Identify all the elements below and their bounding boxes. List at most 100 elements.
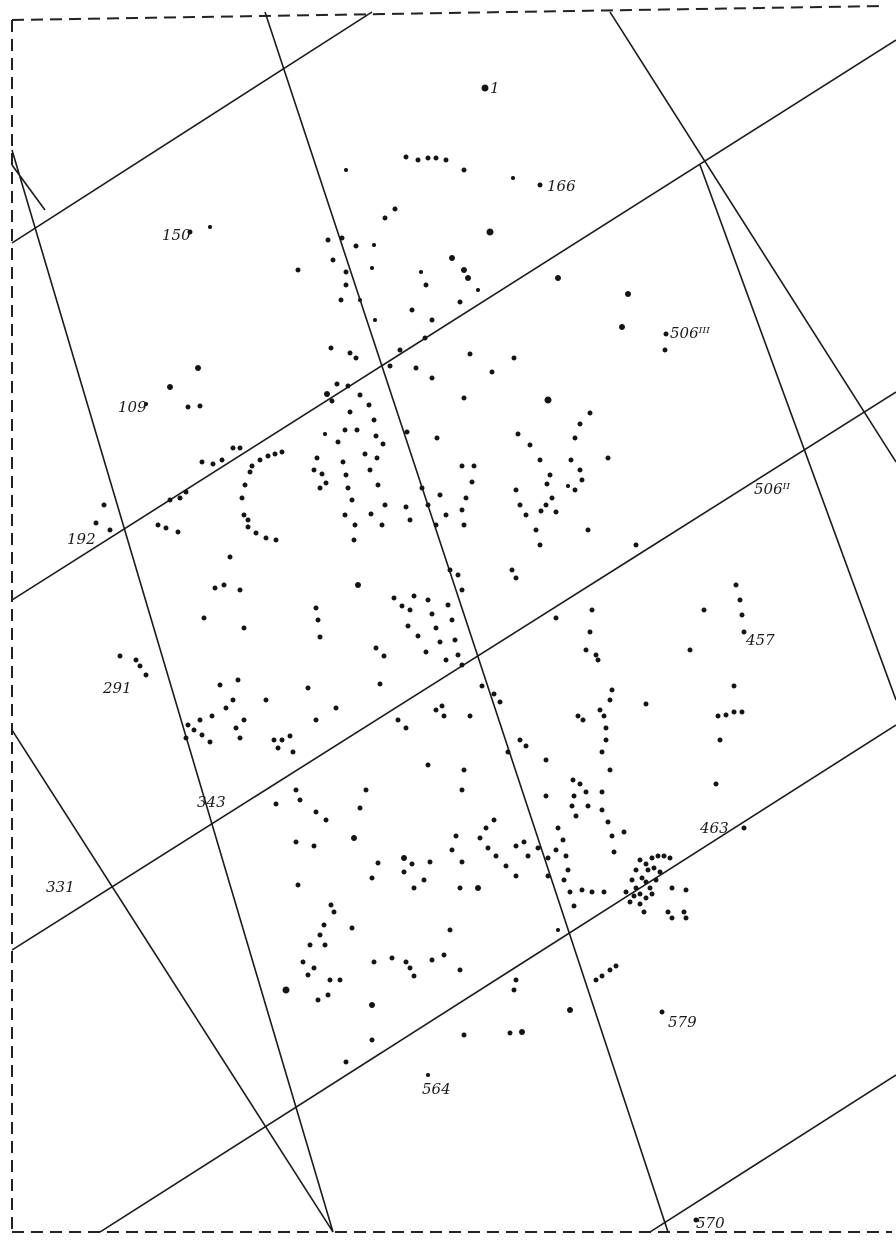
star-dot — [579, 477, 585, 483]
star-dot — [585, 803, 591, 809]
star-dot — [497, 699, 503, 705]
star-dot — [641, 909, 647, 915]
star-dot — [449, 847, 455, 853]
star-dot — [511, 987, 517, 993]
star-dot — [443, 512, 449, 518]
star-dot — [457, 967, 463, 973]
star-dot — [647, 885, 653, 891]
star-dot — [553, 509, 559, 515]
star-dot — [637, 891, 643, 897]
star-dot — [597, 707, 603, 713]
star-dot — [433, 707, 439, 713]
star-dot — [381, 653, 387, 659]
star-dot — [322, 942, 328, 948]
star-dot — [241, 625, 247, 631]
star-dot — [519, 1029, 525, 1035]
star-label: 166 — [547, 177, 576, 195]
star-dot — [372, 243, 376, 247]
star-dot — [369, 1037, 375, 1043]
star-dot — [195, 365, 201, 371]
star-dot — [313, 605, 319, 611]
star-dot — [347, 350, 353, 356]
star-dot — [340, 459, 346, 465]
star-label: 343 — [197, 793, 226, 811]
star-dot — [325, 237, 331, 243]
star-dot — [607, 767, 613, 773]
star-dot — [290, 749, 296, 755]
star-dot — [411, 593, 417, 599]
star-dot — [357, 805, 363, 811]
star-dot — [570, 777, 576, 783]
star-dot — [633, 885, 639, 891]
star-dot — [665, 909, 671, 915]
star-dot — [311, 467, 317, 473]
star-dot — [715, 713, 721, 719]
star-dot — [583, 789, 589, 795]
star-dot — [403, 154, 409, 160]
star-dot — [403, 725, 409, 731]
grid-line — [11, 729, 334, 1233]
star-dot — [313, 809, 319, 815]
star-dot — [323, 480, 329, 486]
star-dot — [317, 634, 323, 640]
star-dot — [425, 502, 431, 508]
star-dot — [523, 512, 529, 518]
star-dot — [321, 922, 327, 928]
star-label: 506ᴵᴵ — [754, 480, 790, 498]
star-dot — [543, 793, 549, 799]
star-dot — [399, 603, 405, 609]
star-label: 570 — [696, 1214, 725, 1232]
star-dot — [212, 585, 218, 591]
star-dot — [342, 512, 348, 518]
star-dot — [373, 318, 377, 322]
star-dot — [345, 383, 351, 389]
star-dot — [273, 537, 279, 543]
grid-line — [99, 724, 896, 1233]
star-dot — [354, 427, 360, 433]
star-dot — [649, 891, 655, 897]
star-dot — [374, 455, 380, 461]
star-dot — [330, 257, 336, 263]
star-dot — [221, 582, 227, 588]
star-dot — [453, 833, 459, 839]
star-dot — [437, 639, 443, 645]
star-dot — [314, 455, 320, 461]
star-dot — [237, 587, 243, 593]
star-dot — [257, 457, 263, 463]
star-dot — [621, 829, 627, 835]
star-dot — [566, 484, 570, 488]
star-dot — [459, 463, 465, 469]
star-dot — [595, 657, 601, 663]
star-dot — [411, 973, 417, 979]
star-dot — [247, 469, 253, 475]
star-dot — [199, 732, 205, 738]
star-dot — [421, 877, 427, 883]
star-dot — [459, 859, 465, 865]
star-dot — [407, 517, 413, 523]
grid-line — [264, 11, 669, 1233]
star-dot — [419, 270, 423, 274]
star-dot — [667, 855, 673, 861]
star-dot — [271, 737, 277, 743]
grid-line — [11, 11, 373, 244]
star-dot — [607, 697, 613, 703]
star-dot — [366, 402, 372, 408]
star-dot — [461, 267, 467, 273]
star-dot — [452, 637, 458, 643]
star-dot — [101, 502, 107, 508]
star-dot — [544, 481, 550, 487]
star-dot — [455, 572, 461, 578]
star-dot — [422, 335, 428, 341]
star-dot — [401, 869, 407, 875]
star-dot — [263, 535, 269, 541]
star-dot — [210, 461, 216, 467]
star-dot — [137, 663, 143, 669]
star-dot — [241, 717, 247, 723]
star-dot — [300, 959, 306, 965]
star-dot — [579, 887, 585, 893]
star-dot — [185, 722, 191, 728]
star-dot — [683, 887, 689, 893]
star-dot — [347, 409, 353, 415]
star-dot — [342, 427, 348, 433]
